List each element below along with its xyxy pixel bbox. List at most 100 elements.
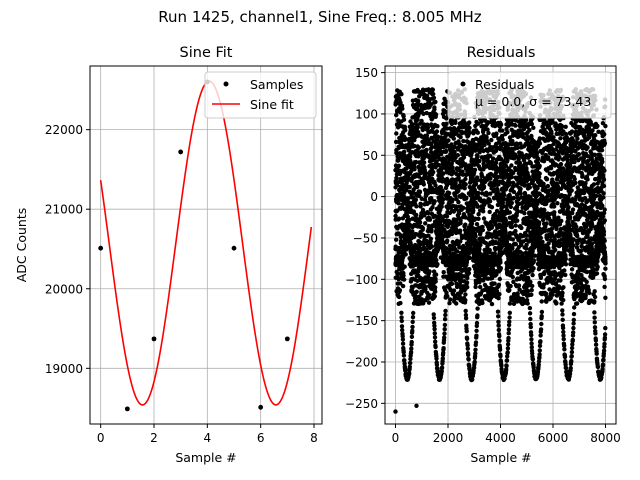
residual-point (435, 124, 440, 129)
residual-point (394, 183, 400, 188)
residual-point (395, 271, 401, 277)
residual-point (508, 204, 513, 210)
residual-point (409, 334, 415, 339)
residual-point (402, 264, 407, 269)
residual-point (479, 119, 484, 125)
residual-point (419, 118, 424, 124)
residual-point (440, 200, 445, 205)
residual-point (423, 170, 428, 176)
residual-point (510, 237, 516, 242)
residual-point (443, 157, 448, 163)
residual-point (401, 114, 406, 119)
residual-point (465, 285, 470, 290)
residual-point (450, 169, 456, 174)
residual-point (446, 190, 452, 196)
residual-point (522, 211, 527, 216)
residual-point (440, 356, 445, 361)
residual-point (396, 276, 401, 281)
sine-fit-xtick-label: 0 (97, 431, 105, 445)
residual-point (413, 197, 419, 202)
residual-point (400, 283, 406, 289)
residual-point (403, 136, 408, 141)
residual-point (476, 190, 481, 196)
residual-point (492, 281, 497, 286)
residual-point (403, 368, 408, 373)
residual-point (460, 172, 466, 177)
residual-point (417, 193, 422, 199)
residual-point (510, 246, 515, 251)
sample-point (284, 336, 290, 342)
residual-point (407, 370, 412, 376)
residual-point (442, 335, 447, 340)
residual-point (424, 93, 430, 99)
residual-point (487, 199, 493, 204)
residual-point (393, 213, 398, 219)
residual-point (467, 267, 472, 272)
residual-point (412, 167, 417, 172)
residual-point (489, 205, 495, 210)
residual-point (415, 125, 420, 130)
residual-point (467, 367, 472, 372)
residual-point (433, 285, 438, 290)
residual-point (496, 327, 501, 333)
legend-samples-label: Samples (250, 77, 303, 92)
residual-point (453, 120, 458, 126)
residual-point (466, 357, 471, 362)
residual-point (442, 317, 448, 322)
residual-point (400, 341, 406, 346)
residual-point (420, 225, 425, 231)
residual-point (409, 122, 415, 127)
residual-point (474, 333, 479, 338)
residual-point (399, 310, 404, 315)
residual-point (401, 273, 406, 278)
residual-point (444, 214, 450, 219)
residual-point (402, 124, 407, 129)
sine-fit-axes-frame (89, 65, 323, 425)
residual-point (441, 346, 446, 351)
residual-point (449, 121, 455, 127)
residual-point (487, 247, 492, 253)
residual-point (466, 352, 471, 358)
residual-point (470, 377, 475, 382)
residual-point (412, 143, 417, 149)
residual-point (505, 346, 511, 351)
residual-point (442, 331, 447, 336)
residual-point (475, 313, 480, 318)
residual-point (432, 331, 437, 336)
sample-point (178, 149, 184, 155)
residual-point (444, 290, 449, 295)
residual-point (432, 335, 438, 340)
residual-point (416, 174, 421, 179)
residual-point (434, 159, 439, 164)
residual-point (443, 312, 448, 318)
residual-point (449, 231, 455, 237)
figure-title: Run 1425, channel1, Sine Freq.: 8.005 MH… (158, 8, 482, 26)
residual-point (398, 110, 403, 115)
residual-point (472, 167, 478, 172)
residual-point (407, 217, 412, 223)
residual-point (507, 310, 512, 315)
residual-point (497, 292, 502, 297)
residual-point (436, 162, 441, 168)
residual-point (463, 308, 468, 314)
residual-point (450, 165, 455, 170)
residual-point (472, 359, 477, 365)
residual-point (451, 288, 457, 293)
residual-point (474, 222, 480, 227)
residual-point (429, 227, 434, 233)
residual-point (461, 155, 467, 160)
sine-fit-xlabel: Sample # (175, 450, 236, 465)
residual-point (441, 240, 446, 245)
residual-point (426, 300, 432, 305)
residual-point (454, 301, 459, 306)
residual-point (464, 336, 470, 341)
residual-point (477, 246, 482, 252)
residual-point (425, 125, 431, 130)
residual-point (408, 360, 413, 366)
residual-point (396, 163, 402, 168)
residual-point (507, 319, 512, 324)
residual-point (480, 227, 485, 233)
residual-point (463, 316, 469, 321)
residual-point (515, 291, 520, 296)
residual-point (401, 117, 407, 122)
